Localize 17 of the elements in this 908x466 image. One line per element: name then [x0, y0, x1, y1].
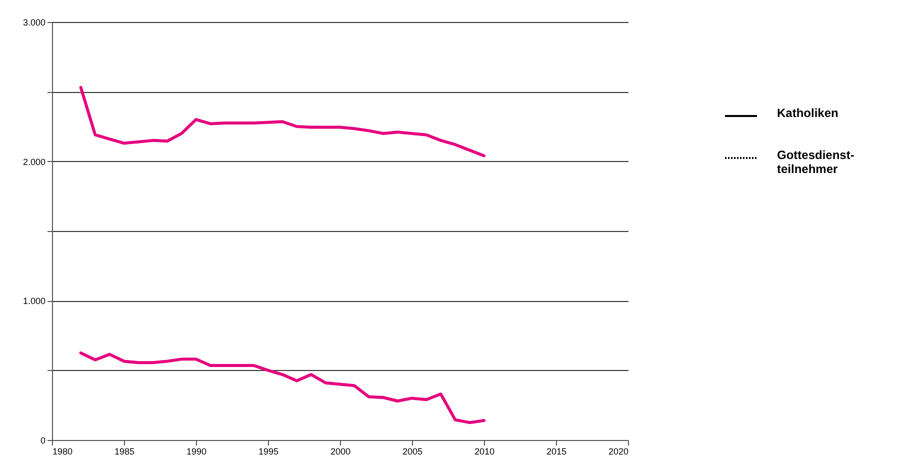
- x-tick-label: 2005: [402, 446, 423, 456]
- x-tick-label: 1990: [186, 446, 207, 456]
- x-tick-label: 2000: [330, 446, 351, 456]
- x-tick-label: 1995: [258, 446, 279, 456]
- y-tick-label: 2.000: [22, 156, 46, 167]
- line-series: [79, 351, 486, 424]
- y-tick-label: 3.000: [22, 18, 46, 28]
- text: Katholiken: [777, 106, 838, 120]
- x-tick-label: 1980: [52, 446, 73, 456]
- text: Gottesdienst- teilnehmer: [777, 148, 854, 176]
- x-tick-label: 2015: [546, 446, 567, 456]
- x-tick-label: 1985: [114, 446, 135, 456]
- x-tick-label: 2010: [474, 446, 495, 456]
- y-tick-label: 1.000: [22, 296, 46, 306]
- x-tick-label: 2020: [608, 446, 628, 456]
- line-series: [79, 86, 486, 158]
- y-tick-label: 0: [40, 436, 46, 446]
